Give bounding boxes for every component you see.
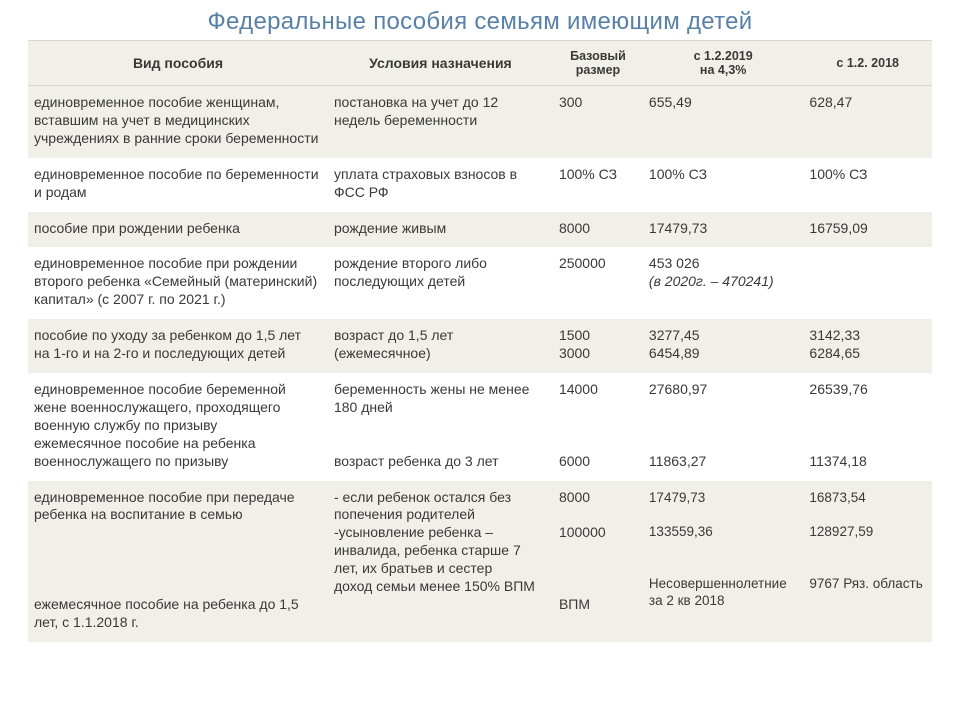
table-row: пособие при рождении ребенка рождение жи…	[28, 212, 932, 248]
cell-2018: 26539,76 11374,18	[803, 373, 932, 481]
page-title: Федеральные пособия семьям имеющим детей	[28, 8, 932, 36]
cell-2019-note: (в 2020г. – 470241)	[649, 273, 774, 289]
cell-2018: 628,47	[803, 86, 932, 158]
cell-2018: 16759,09	[803, 212, 932, 248]
cell-type: пособие по уходу за ребенком до 1,5 лет …	[28, 319, 328, 373]
cell-2018	[803, 247, 932, 319]
cell-conditions: рождение второго либо последующих детей	[328, 247, 553, 319]
table-row: единовременное пособие беременной жене в…	[28, 373, 932, 481]
header-base: Базовый размер	[553, 41, 643, 86]
cell-2019: 17479,73 133559,36 Несовершеннолетние за…	[643, 481, 803, 642]
cell-base: 1500 3000	[553, 319, 643, 373]
benefits-table: Вид пособия Условия назначения Базовый р…	[28, 40, 932, 642]
cell-conditions: постановка на учет до 12 недель беременн…	[328, 86, 553, 158]
cell-base: 8000	[553, 212, 643, 248]
cell-conditions: рождение живым	[328, 212, 553, 248]
table-row: единовременное пособие при передаче ребе…	[28, 481, 932, 642]
table-header-row: Вид пособия Условия назначения Базовый р…	[28, 41, 932, 86]
cell-base: 100% СЗ	[553, 158, 643, 212]
cell-2019-main: 453 026	[649, 255, 700, 271]
header-2018: с 1.2. 2018	[803, 41, 932, 86]
header-conditions: Условия назначения	[328, 41, 553, 86]
table-row: единовременное пособие по беременности и…	[28, 158, 932, 212]
table-row: единовременное пособие женщинам, вставши…	[28, 86, 932, 158]
cell-type: единовременное пособие беременной жене в…	[28, 373, 328, 481]
cell-type: единовременное пособие по беременности и…	[28, 158, 328, 212]
cell-conditions: беременность жены не менее 180 дней возр…	[328, 373, 553, 481]
cell-2018: 3142,33 6284,65	[803, 319, 932, 373]
cell-type: единовременное пособие при рождении втор…	[28, 247, 328, 319]
cell-conditions: уплата страховых взносов в ФСС РФ	[328, 158, 553, 212]
cell-base: 8000 100000 ВПМ	[553, 481, 643, 642]
cell-2019: 27680,97 11863,27	[643, 373, 803, 481]
cell-type: единовременное пособие при передаче ребе…	[28, 481, 328, 642]
cell-conditions: возраст до 1,5 лет (ежемесячное)	[328, 319, 553, 373]
cell-2019: 17479,73	[643, 212, 803, 248]
cell-base: 14000 6000	[553, 373, 643, 481]
table-row: пособие по уходу за ребенком до 1,5 лет …	[28, 319, 932, 373]
cell-2018: 16873,54 128927,59 9767 Ряз. область	[803, 481, 932, 642]
cell-2019: 655,49	[643, 86, 803, 158]
cell-2019: 100% СЗ	[643, 158, 803, 212]
page-container: Федеральные пособия семьям имеющим детей…	[0, 0, 960, 720]
cell-conditions: - если ребенок остался без попечения род…	[328, 481, 553, 642]
cell-type: единовременное пособие женщинам, вставши…	[28, 86, 328, 158]
cell-2018: 100% СЗ	[803, 158, 932, 212]
header-2019: с 1.2.2019 на 4,3%	[643, 41, 803, 86]
header-type: Вид пособия	[28, 41, 328, 86]
cell-base: 250000	[553, 247, 643, 319]
cell-type: пособие при рождении ребенка	[28, 212, 328, 248]
cell-2019: 3277,45 6454,89	[643, 319, 803, 373]
cell-2019: 453 026 (в 2020г. – 470241)	[643, 247, 803, 319]
cell-base: 300	[553, 86, 643, 158]
table-row: единовременное пособие при рождении втор…	[28, 247, 932, 319]
